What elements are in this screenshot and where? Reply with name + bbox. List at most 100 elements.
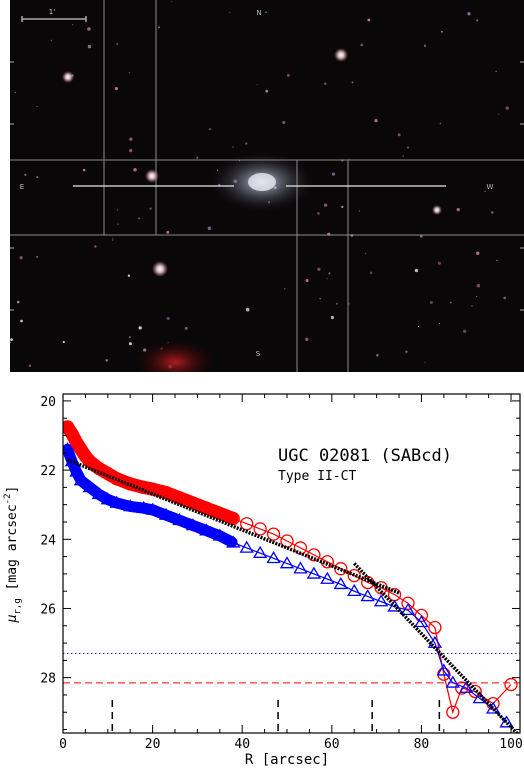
- galaxy-image: 1' N E W S: [9, 0, 524, 384]
- compass-north: N: [256, 9, 261, 17]
- star: [207, 226, 212, 230]
- star: [331, 172, 336, 176]
- x-tick-label: 20: [145, 737, 161, 752]
- y-tick-label: 26: [40, 602, 56, 617]
- star: [484, 190, 486, 193]
- star: [117, 223, 119, 225]
- blue-data-point: [73, 473, 89, 486]
- red-data-point: [65, 427, 79, 441]
- blue-data-point: [253, 545, 268, 558]
- x-tick-label: 100: [499, 737, 522, 752]
- red-data-point: [74, 442, 88, 456]
- blue-data-point: [109, 495, 124, 508]
- star: [476, 284, 481, 288]
- star: [20, 319, 23, 323]
- star: [128, 72, 130, 74]
- star: [138, 326, 142, 330]
- star: [138, 217, 141, 220]
- star: [50, 39, 52, 41]
- star: [10, 338, 13, 341]
- star: [158, 26, 160, 29]
- x-axis-label: R [arcsec]: [245, 752, 329, 768]
- star: [256, 83, 258, 85]
- blue-data-point: [306, 566, 322, 579]
- y-tick-label: 22: [40, 464, 56, 479]
- star: [14, 91, 16, 93]
- blue-data-point: [436, 663, 451, 676]
- blue-data-point: [320, 571, 335, 584]
- star: [476, 19, 479, 22]
- star: [128, 342, 132, 346]
- star: [305, 278, 309, 283]
- red-data-point: [280, 534, 294, 548]
- star: [72, 24, 74, 26]
- star: [439, 122, 441, 125]
- blue-data-point: [400, 602, 416, 616]
- edge-ticks: [10, 61, 524, 311]
- galaxy-core: [248, 173, 276, 191]
- red-data-point: [414, 608, 429, 623]
- star: [441, 30, 443, 33]
- star: [16, 300, 20, 304]
- star: [127, 274, 131, 277]
- star: [112, 237, 114, 239]
- star: [245, 307, 250, 312]
- star: [424, 361, 426, 364]
- star: [94, 245, 97, 248]
- x-tick-label: 40: [234, 737, 250, 752]
- star: [475, 251, 480, 256]
- star: [326, 278, 328, 280]
- star: [328, 272, 331, 275]
- red-data-point: [455, 681, 469, 695]
- blue-data-point: [360, 589, 375, 602]
- red-data-point: [468, 684, 482, 699]
- star: [166, 316, 170, 321]
- frame-lines: [10, 0, 524, 372]
- star: [456, 207, 460, 212]
- scale-bar: [21, 16, 87, 22]
- star: [397, 133, 401, 137]
- y-tick-label: 24: [40, 533, 56, 548]
- star: [402, 155, 405, 157]
- profile-chart: 0 20 40 60 80 100 20 22 24 26 28 UGC 02081 (SABcd)…: [3, 393, 523, 768]
- star: [463, 329, 467, 333]
- star: [406, 146, 410, 149]
- x-tick-label: 60: [324, 737, 340, 752]
- star: [28, 364, 32, 367]
- compass-south: S: [256, 350, 261, 358]
- star: [490, 211, 494, 214]
- profile-plot-panel: 0 20 40 60 80 100 20 22 24 26 28 UGC 02081 (SABcd)…: [0, 372, 524, 771]
- red-data-point: [253, 522, 267, 536]
- star: [336, 302, 338, 305]
- star: [503, 296, 507, 300]
- star: [498, 113, 500, 115]
- star: [105, 359, 108, 362]
- star: [495, 70, 497, 73]
- star: [476, 295, 478, 297]
- red-data-point: [266, 527, 281, 541]
- star: [129, 137, 133, 141]
- star: [24, 173, 27, 177]
- blue-data-point: [239, 540, 254, 553]
- star: [36, 106, 38, 108]
- blue-data-point: [185, 518, 201, 531]
- blue-data-point: [100, 492, 115, 505]
- red-data-point: [504, 677, 518, 692]
- red-data-point: [110, 472, 124, 486]
- star: [323, 203, 328, 207]
- star: [323, 82, 327, 85]
- compass-west: W: [487, 183, 494, 191]
- blue-data-point: [158, 507, 174, 520]
- star: [419, 234, 423, 238]
- blue-data-point: [347, 583, 362, 597]
- x-tick-label: 80: [414, 737, 430, 752]
- star: [449, 301, 452, 304]
- star: [351, 81, 354, 84]
- bright-star: [334, 48, 348, 62]
- star: [437, 261, 441, 265]
- star: [369, 271, 373, 275]
- blue-data-point: [145, 502, 160, 515]
- star-field: [9, 0, 509, 369]
- blue-data-point: [499, 715, 514, 728]
- star: [376, 354, 379, 357]
